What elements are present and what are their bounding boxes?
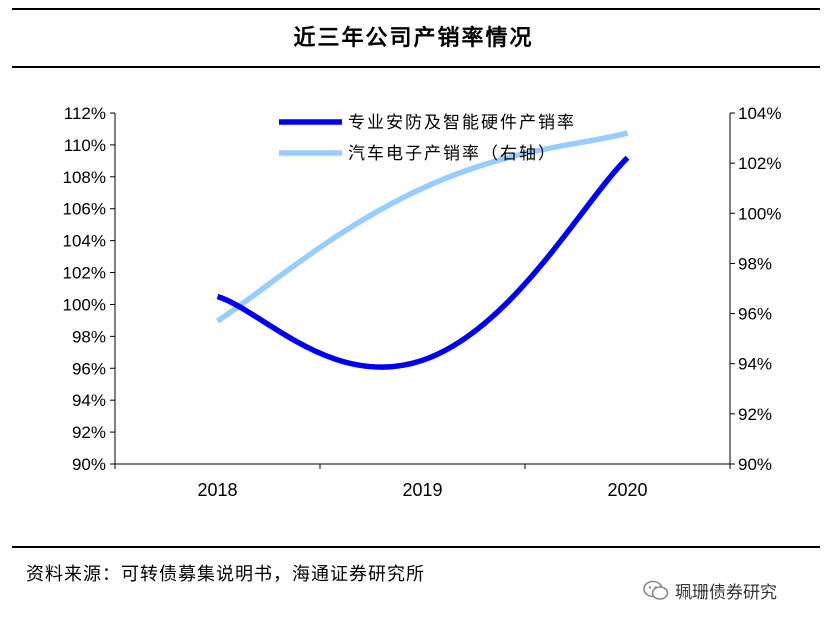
right-tick-label: 90% bbox=[738, 455, 772, 474]
x-tick-label: 2019 bbox=[402, 480, 442, 500]
left-tick-label: 106% bbox=[63, 200, 106, 219]
left-tick-label: 110% bbox=[64, 136, 106, 155]
left-tick-label: 96% bbox=[72, 359, 106, 378]
right-tick-label: 96% bbox=[738, 305, 772, 324]
chart-title: 近三年公司产销率情况 bbox=[293, 26, 534, 51]
left-tick-label: 112% bbox=[64, 104, 106, 123]
axes-group bbox=[110, 112, 735, 469]
right-tick-label: 94% bbox=[738, 355, 772, 374]
left-tick-label: 108% bbox=[63, 168, 106, 187]
left-tick-label: 90% bbox=[72, 455, 106, 474]
right-tick-label: 102% bbox=[738, 154, 781, 173]
left-tick-label: 94% bbox=[72, 391, 106, 410]
series-line-1 bbox=[216, 155, 630, 370]
right-axis-tick-labels: 90% 92% 94% 96% 98% 100% 102% 104% bbox=[738, 104, 781, 474]
left-tick-label: 92% bbox=[72, 423, 106, 442]
brand-name: 珮珊债券研究 bbox=[675, 583, 777, 603]
line-chart: 90% 92% 94% 96% 98% 100% 102% 104% 106% 108% 110% 1… bbox=[63, 104, 782, 500]
top-rule bbox=[12, 8, 820, 10]
left-axis-tick-labels: 90% 92% 94% 96% 98% 100% 102% 104% 106% 108% 110% 1… bbox=[63, 104, 106, 474]
right-tick-label: 92% bbox=[738, 405, 772, 424]
right-tick-label: 98% bbox=[738, 254, 772, 273]
series-group bbox=[216, 130, 630, 370]
wechat-icon bbox=[643, 580, 669, 600]
legend-label-1: 专业安防及智能硬件产销率 bbox=[348, 113, 576, 133]
source-note: 资料来源：可转债募集说明书，海通证券研究所 bbox=[26, 564, 425, 585]
series-line-2 bbox=[216, 130, 629, 324]
left-tick-label: 100% bbox=[63, 295, 106, 314]
right-tick-label: 100% bbox=[738, 204, 781, 223]
left-tick-label: 98% bbox=[72, 327, 106, 346]
brand-watermark: 珮珊债券研究 bbox=[643, 578, 777, 603]
x-axis-tick-labels: 2018 2019 2020 bbox=[197, 480, 647, 500]
left-tick-label: 104% bbox=[63, 232, 106, 251]
bottom-rule bbox=[12, 546, 820, 548]
legend-label-2: 汽车电子产销率（右轴） bbox=[348, 144, 557, 164]
right-tick-label: 104% bbox=[738, 104, 781, 123]
title-underline bbox=[12, 66, 820, 68]
left-tick-label: 102% bbox=[63, 264, 106, 283]
x-tick-label: 2018 bbox=[197, 480, 237, 500]
x-tick-label: 2020 bbox=[607, 480, 647, 500]
